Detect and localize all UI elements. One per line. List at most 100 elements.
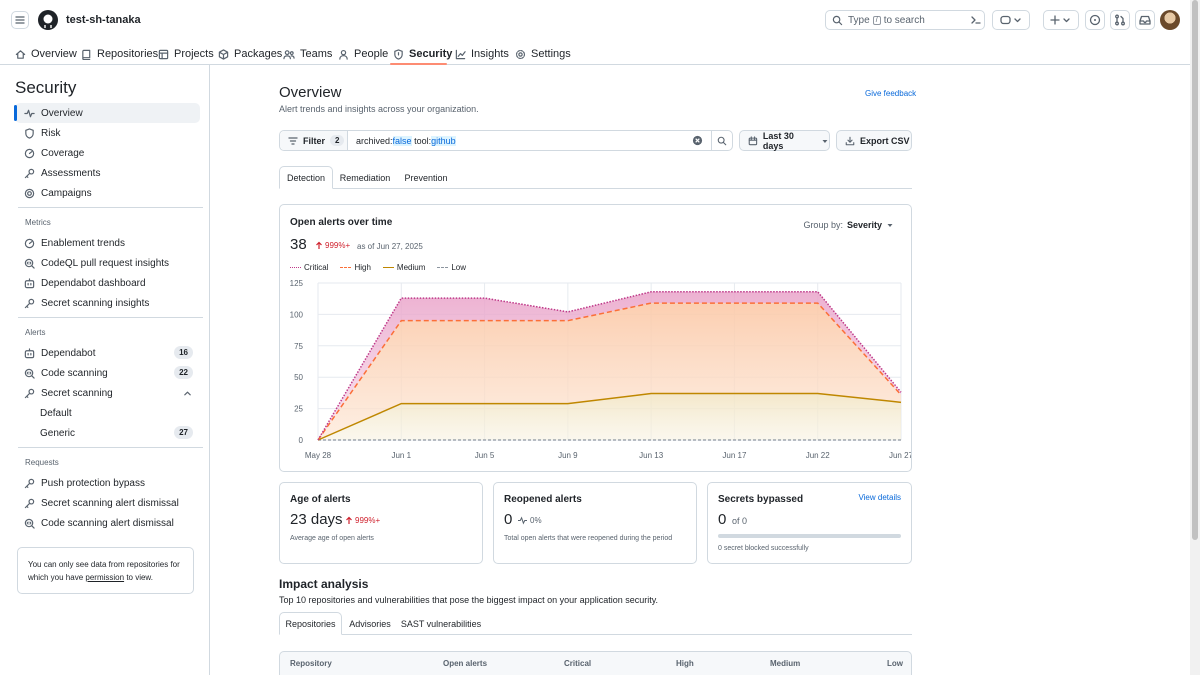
alert-count-badge: 27 xyxy=(174,426,193,439)
nav-teams[interactable]: Teams xyxy=(283,44,332,64)
sidebar-item-generic[interactable]: Generic 27 xyxy=(15,423,200,443)
sidebar-item-dependabot[interactable]: Dependabot 16 xyxy=(15,343,200,363)
key-icon xyxy=(24,168,35,178)
column-header[interactable]: Medium xyxy=(770,659,801,668)
page-scrollbar[interactable] xyxy=(1190,0,1200,675)
sidebar-item-default[interactable]: Default xyxy=(15,403,200,423)
scrollbar-thumb[interactable] xyxy=(1192,0,1198,540)
nav-packages[interactable]: Packages xyxy=(218,44,282,64)
tab-prevention[interactable]: Prevention xyxy=(404,172,448,183)
user-avatar[interactable] xyxy=(1160,10,1180,30)
column-header[interactable]: Low xyxy=(887,659,903,668)
nav-people[interactable]: People xyxy=(338,44,388,64)
delta-value: 999%+ xyxy=(355,516,381,525)
sidebar-item-codeql-insights[interactable]: CodeQL pull request insights xyxy=(15,253,200,273)
sidebar-item-code-alert-dismissal[interactable]: Code scanning alert dismissal xyxy=(15,513,200,533)
menu-button[interactable] xyxy=(11,11,29,29)
y-tick-label: 125 xyxy=(290,279,304,288)
key-icon xyxy=(24,498,35,508)
command-palette-button[interactable] xyxy=(967,10,985,30)
tab-advisories[interactable]: Advisories xyxy=(349,618,391,629)
tab-sast-vulnerabilities[interactable]: SAST vulnerabilities xyxy=(400,618,482,629)
stat-title: Reopened alerts xyxy=(504,494,582,505)
column-header[interactable]: Critical xyxy=(564,659,592,668)
stat-delta: 999%+ xyxy=(345,516,380,525)
nav-settings[interactable]: Settings xyxy=(515,44,571,64)
sidebar-item-secret-alert-dismissal[interactable]: Secret scanning alert dismissal xyxy=(15,493,200,513)
sidebar-item-campaigns[interactable]: Campaigns xyxy=(15,183,200,203)
sidebar-group-metrics: Metrics xyxy=(25,218,51,227)
line-high xyxy=(317,302,902,441)
sidebar-item-coverage[interactable]: Coverage xyxy=(15,143,200,163)
sidebar-item-risk[interactable]: Risk xyxy=(15,123,200,143)
sidebar-item-secret-scanning[interactable]: Secret scanning xyxy=(15,383,200,403)
nav-security-label: Security xyxy=(409,48,453,60)
line-critical xyxy=(317,291,902,441)
filter-query-input[interactable]: archived:false tool:github xyxy=(348,135,692,146)
search-submit-button[interactable] xyxy=(711,131,732,150)
group-by-select[interactable]: Group by: Severity xyxy=(803,220,894,230)
nav-overview[interactable]: Overview xyxy=(15,44,77,64)
dependabot-icon xyxy=(24,277,35,288)
nav-projects[interactable]: Projects xyxy=(158,44,214,64)
sidebar-item-dependabot-dashboard[interactable]: Dependabot dashboard xyxy=(15,273,200,293)
delta-value: 0% xyxy=(530,516,542,525)
sidebar-item-assessments[interactable]: Assessments xyxy=(15,163,200,183)
create-new-button[interactable] xyxy=(1043,10,1079,30)
search-input[interactable]: Type / to search xyxy=(825,10,985,30)
inbox-button[interactable] xyxy=(1135,10,1155,30)
tab-detection[interactable]: Detection xyxy=(279,166,333,189)
detection-tabs: Detection Remediation Prevention xyxy=(279,166,912,189)
github-logo[interactable] xyxy=(38,10,58,30)
caret-down-icon xyxy=(887,224,893,227)
pull-requests-button[interactable] xyxy=(1110,10,1130,30)
filter-button[interactable]: Filter 2 xyxy=(280,131,348,150)
stat-value: 0 xyxy=(718,511,727,528)
notice-text: You can only see data from repositories … xyxy=(28,560,180,582)
sidebar-title: Security xyxy=(15,78,77,97)
sidebar-item-label: Enablement trends xyxy=(41,237,125,249)
shield-icon xyxy=(25,127,34,139)
sidebar-item-push-protection-bypass[interactable]: Push protection bypass xyxy=(15,473,200,493)
give-feedback-link[interactable]: Give feedback xyxy=(865,89,917,98)
bypass-progress-bar xyxy=(718,534,901,538)
column-header[interactable]: Repository xyxy=(290,659,332,668)
filter-icon xyxy=(288,136,298,145)
sidebar-item-code-scanning[interactable]: Code scanning 22 xyxy=(15,363,200,383)
nav-security[interactable]: Security xyxy=(393,44,452,64)
sidebar-divider xyxy=(18,317,203,318)
date-range-select[interactable]: Last 30 days xyxy=(739,130,830,151)
copilot-button[interactable] xyxy=(992,10,1030,30)
dependabot-icon xyxy=(24,347,35,358)
sidebar-item-overview[interactable]: Overview xyxy=(14,103,200,123)
area-high xyxy=(318,303,901,440)
copilot-icon xyxy=(1000,15,1021,25)
pulse-icon xyxy=(518,516,527,525)
column-header[interactable]: Open alerts xyxy=(443,659,488,668)
permission-link[interactable]: permission xyxy=(85,573,125,582)
key-icon xyxy=(24,298,35,308)
page-subtitle: Alert trends and insights across your or… xyxy=(279,104,479,114)
nav-insights[interactable]: Insights xyxy=(455,44,509,64)
chevron-up-icon[interactable] xyxy=(183,389,192,398)
x-tick-label: Jun 1 xyxy=(391,451,411,460)
sidebar-item-enablement-trends[interactable]: Enablement trends xyxy=(15,233,200,253)
sidebar-item-label: Overview xyxy=(41,107,83,119)
impact-table-header: Repository Open alerts Critical High Med… xyxy=(279,651,912,675)
export-csv-button[interactable]: Export CSV xyxy=(836,130,912,151)
stat-value: 0 xyxy=(504,511,513,528)
clear-icon[interactable] xyxy=(692,135,703,146)
page-title: Overview xyxy=(279,84,342,101)
nav-people-label: People xyxy=(354,48,389,60)
key-icon xyxy=(24,478,35,488)
view-details-link[interactable]: View details xyxy=(858,493,901,502)
issues-button[interactable] xyxy=(1085,10,1105,30)
tab-remediation[interactable]: Remediation xyxy=(339,172,391,183)
org-name[interactable]: test-sh-tanaka xyxy=(66,14,141,26)
sidebar-item-secret-scanning-insights[interactable]: Secret scanning insights xyxy=(15,293,200,313)
nav-repositories[interactable]: Repositories xyxy=(81,44,158,64)
column-header[interactable]: High xyxy=(676,659,694,668)
y-tick-label: 100 xyxy=(290,310,304,319)
tab-repositories[interactable]: Repositories xyxy=(279,612,342,635)
top-header: test-sh-tanaka Type / to search xyxy=(0,0,1190,40)
